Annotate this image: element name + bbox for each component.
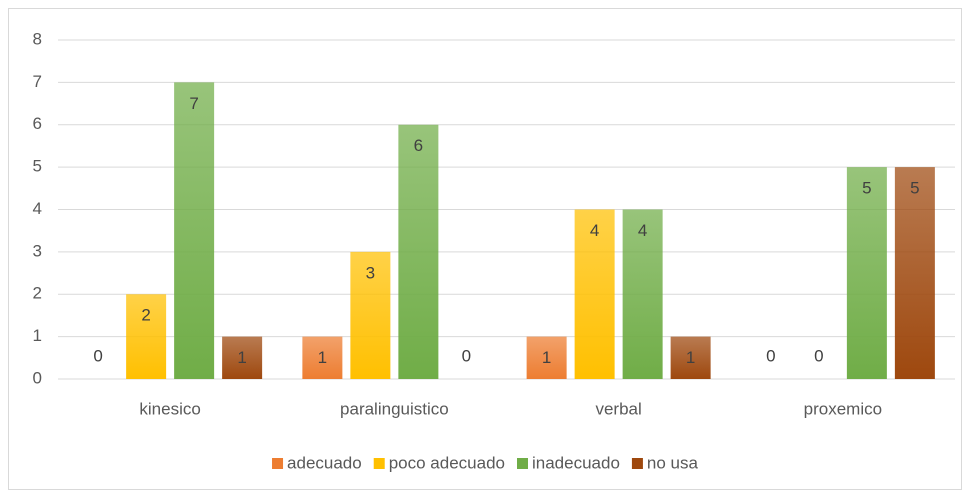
y-tick-label: 6 — [33, 114, 42, 133]
bar — [174, 82, 215, 379]
data-label: 1 — [542, 348, 551, 367]
legend-swatch — [631, 458, 643, 469]
x-tick-label: kinesico — [139, 399, 200, 418]
legend-label: poco adecuado — [389, 453, 505, 472]
bar — [350, 251, 391, 379]
bar — [846, 167, 887, 379]
data-label: 1 — [318, 348, 327, 367]
data-label: 1 — [686, 348, 695, 367]
legend-swatch — [517, 458, 528, 469]
y-tick-label: 7 — [33, 72, 42, 91]
y-tick-label: 0 — [33, 368, 42, 387]
data-label: 0 — [814, 346, 823, 365]
data-label: 3 — [366, 263, 375, 282]
bar — [894, 167, 935, 379]
data-label: 4 — [638, 221, 647, 240]
y-tick-label: 2 — [33, 284, 42, 303]
y-tick-label: 1 — [33, 326, 42, 345]
bar — [622, 209, 663, 379]
data-label: 2 — [141, 306, 150, 325]
bar — [126, 294, 167, 379]
data-label: 6 — [414, 136, 423, 155]
data-label: 4 — [590, 221, 599, 240]
x-tick-label: paralinguistico — [340, 399, 449, 418]
y-tick-label: 8 — [33, 29, 42, 48]
bar — [398, 124, 439, 379]
data-label: 1 — [237, 348, 246, 367]
chart-border — [8, 8, 962, 490]
legend-swatch — [272, 458, 284, 469]
x-tick-label: verbal — [595, 399, 641, 418]
legend-label: inadecuado — [532, 453, 620, 472]
data-label: 0 — [766, 346, 775, 365]
y-tick-label: 4 — [33, 199, 42, 218]
data-label: 5 — [910, 179, 919, 198]
legend-label: no usa — [647, 453, 699, 472]
bar — [670, 336, 711, 379]
bar — [574, 209, 615, 379]
x-tick-label: proxemico — [804, 399, 882, 418]
bar — [526, 336, 567, 379]
data-label: 7 — [189, 94, 198, 113]
legend-swatch — [373, 458, 385, 469]
y-tick-label: 3 — [33, 241, 42, 260]
bar — [222, 336, 263, 379]
data-label: 5 — [862, 179, 871, 198]
data-label: 0 — [462, 346, 471, 365]
y-tick-label: 5 — [33, 157, 42, 176]
data-label: 0 — [93, 346, 102, 365]
bar — [302, 336, 343, 379]
legend-label: adecuado — [287, 453, 362, 472]
